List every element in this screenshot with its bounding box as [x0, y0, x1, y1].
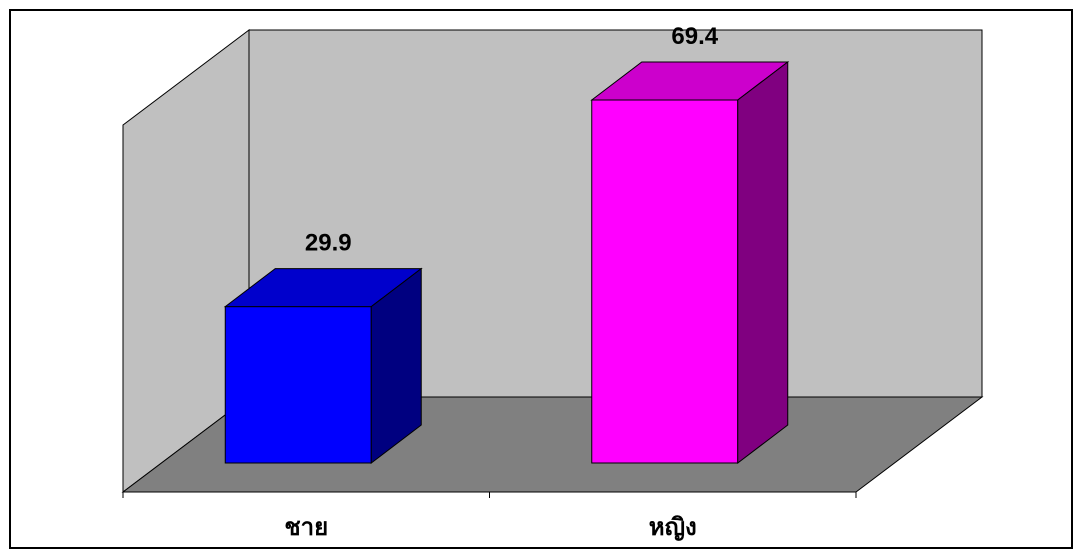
chart-labels: 29.9 ชาย 69.4 หญิง	[284, 23, 718, 541]
category-label: ชาย	[284, 513, 328, 541]
bar-side-face	[370, 267, 422, 465]
bar-front-face	[224, 306, 372, 464]
data-label: 69.4	[671, 23, 718, 50]
bar-1	[223, 267, 423, 465]
chart-bars	[223, 60, 790, 465]
bar-front-face	[591, 99, 739, 464]
bar-side-face	[737, 60, 789, 465]
data-label: 29.9	[305, 230, 352, 257]
category-label: หญิง	[649, 513, 697, 541]
bar-2	[590, 60, 790, 465]
